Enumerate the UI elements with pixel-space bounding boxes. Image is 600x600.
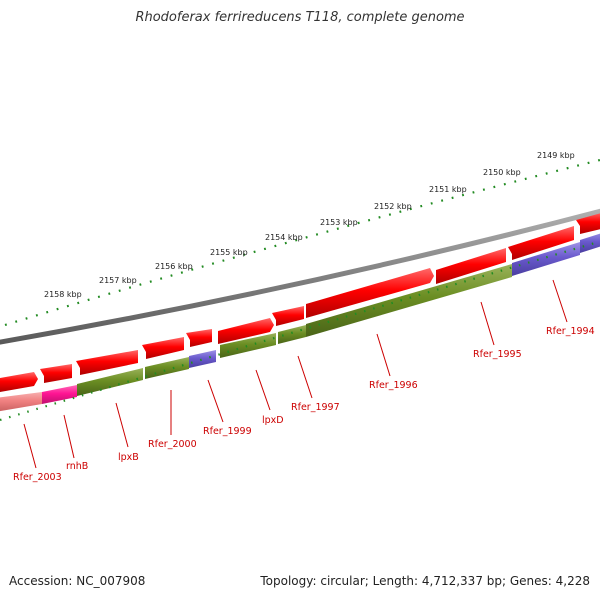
leader-line bbox=[63, 414, 75, 459]
scale-tick-label: 2158 kbp bbox=[44, 290, 82, 299]
scale-tick-labels: 2149 kbp 2150 kbp 2151 kbp 2152 kbp 2153… bbox=[44, 151, 575, 299]
gene-label: Rfer_2003 bbox=[13, 472, 62, 483]
reverse-strand-genes bbox=[0, 233, 600, 412]
label-leaders bbox=[23, 279, 568, 469]
gene-label: lpxB bbox=[118, 452, 139, 463]
scale-tick-label: 2153 kbp bbox=[320, 218, 358, 227]
genome-backbone bbox=[0, 208, 600, 345]
gene-label: lpxD bbox=[262, 415, 284, 426]
gene-block bbox=[508, 226, 574, 260]
leader-line bbox=[255, 369, 271, 411]
genome-summary-text: Topology: circular; Length: 4,712,337 bp… bbox=[260, 574, 590, 588]
scale-tick-label: 2149 kbp bbox=[537, 151, 575, 160]
leader-line bbox=[376, 333, 391, 377]
gene-block bbox=[220, 333, 276, 358]
gene-block bbox=[186, 329, 212, 347]
gene-block bbox=[306, 268, 434, 318]
gene-label: Rfer_1996 bbox=[369, 380, 418, 391]
gene-block bbox=[189, 350, 216, 368]
leader-line bbox=[480, 301, 495, 346]
leader-line bbox=[115, 402, 129, 448]
map-title: Rhodoferax ferrireducens T118, complete … bbox=[135, 10, 465, 25]
gene-block bbox=[145, 357, 189, 379]
lower-tick-arc bbox=[0, 240, 600, 422]
gene-label: rnhB bbox=[66, 461, 88, 472]
gene-block bbox=[436, 248, 506, 284]
gene-label: Rfer_1997 bbox=[291, 402, 340, 413]
gene-block bbox=[306, 264, 512, 337]
leader-line bbox=[297, 355, 313, 399]
gene-block bbox=[512, 242, 580, 276]
gene-label: Rfer_2000 bbox=[148, 439, 197, 450]
gene-block bbox=[40, 364, 72, 383]
leader-line bbox=[23, 423, 37, 469]
gene-label: Rfer_1995 bbox=[473, 349, 522, 360]
scale-dotted-arc bbox=[4, 158, 600, 327]
scale-tick-label: 2157 kbp bbox=[99, 276, 137, 285]
gene-block bbox=[0, 372, 38, 392]
scale-tick-label: 2155 kbp bbox=[210, 248, 248, 257]
gene-label: Rfer_1994 bbox=[546, 326, 595, 337]
accession-text: Accession: NC_007908 bbox=[9, 574, 146, 588]
gene-block bbox=[76, 350, 138, 375]
scale-tick-label: 2152 kbp bbox=[374, 202, 412, 211]
gene-block bbox=[580, 233, 600, 253]
gene-block bbox=[142, 337, 184, 359]
gene-block bbox=[77, 368, 143, 396]
scale-tick-label: 2156 kbp bbox=[155, 262, 193, 271]
leader-line bbox=[552, 279, 568, 323]
scale-tick-label: 2150 kbp bbox=[483, 168, 521, 177]
gene-block bbox=[576, 213, 600, 234]
gene-block bbox=[278, 325, 306, 344]
gene-labels: Rfer_1994 Rfer_1995 Rfer_1996 Rfer_1997 … bbox=[13, 326, 595, 483]
scale-tick-label: 2154 kbp bbox=[265, 233, 303, 242]
forward-strand-genes bbox=[0, 213, 600, 392]
gene-block bbox=[0, 392, 42, 412]
gene-label: Rfer_1999 bbox=[203, 426, 252, 437]
gene-block bbox=[272, 306, 304, 326]
gene-block bbox=[42, 385, 77, 404]
gene-block bbox=[218, 318, 274, 344]
leader-line bbox=[207, 379, 224, 423]
scale-tick-label: 2151 kbp bbox=[429, 185, 467, 194]
